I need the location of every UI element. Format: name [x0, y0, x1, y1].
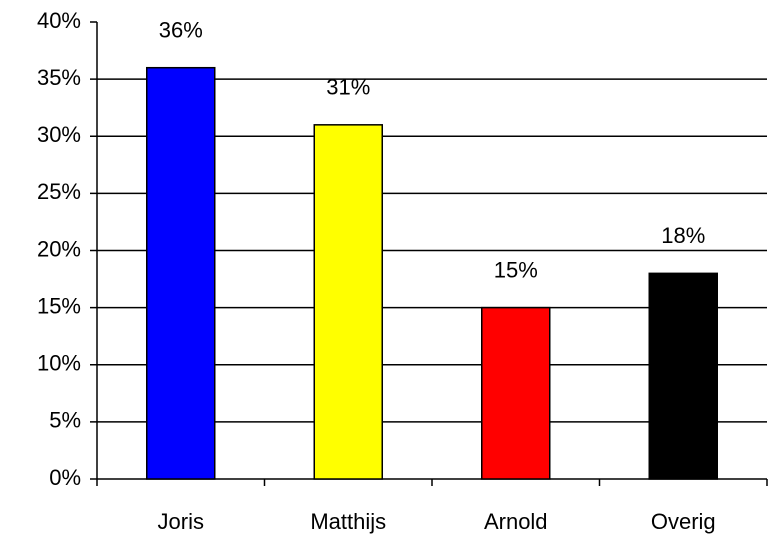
y-tick-label: 40% [37, 8, 81, 33]
y-tick-label: 30% [37, 122, 81, 147]
y-tick-label: 20% [37, 236, 81, 261]
x-tick-label: Overig [651, 509, 716, 534]
bar [481, 306, 551, 480]
x-tick-label: Joris [158, 509, 204, 534]
y-tick-label: 5% [49, 408, 81, 433]
bar [313, 124, 383, 480]
value-label: 31% [326, 75, 370, 100]
y-tick-label: 10% [37, 351, 81, 376]
y-tick-label: 0% [49, 465, 81, 490]
value-label: 36% [159, 18, 203, 43]
x-tick-label: Matthijs [310, 509, 386, 534]
bar [146, 66, 216, 480]
y-tick-label: 35% [37, 65, 81, 90]
bar [648, 272, 718, 480]
y-tick-label: 15% [37, 293, 81, 318]
value-label: 18% [661, 223, 705, 248]
x-tick-label: Arnold [484, 509, 548, 534]
value-label: 15% [494, 257, 538, 282]
y-tick-label: 25% [37, 179, 81, 204]
